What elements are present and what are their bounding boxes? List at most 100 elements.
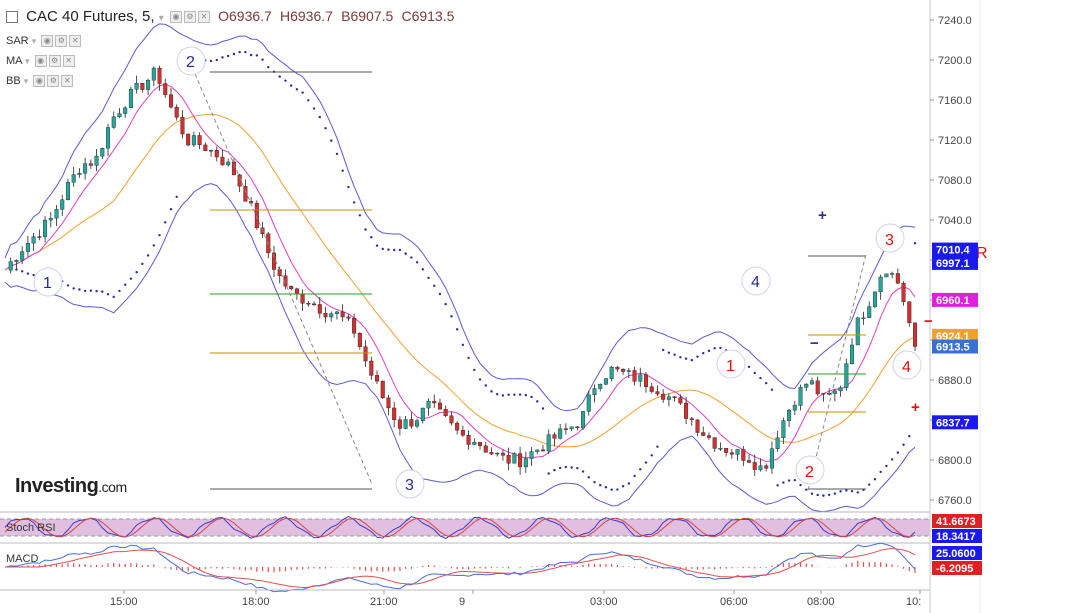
minus-mark: − — [810, 335, 819, 352]
candle-body — [655, 391, 660, 395]
indicator-bb[interactable]: BB ▾ ◉ ⚙ ✕ — [6, 75, 74, 88]
fib-trend-line — [194, 73, 373, 485]
chevron-down-icon[interactable]: ▾ — [24, 56, 30, 66]
candle-body — [769, 448, 774, 469]
eye-icon[interactable]: ◉ — [41, 35, 54, 48]
close-icon[interactable]: ✕ — [61, 75, 74, 88]
settings-icon[interactable]: ⚙ — [55, 35, 68, 48]
x-tick-label: 15:00 — [110, 596, 138, 608]
ohlc-close: C6913.5 — [401, 8, 455, 24]
eye-icon[interactable]: ◉ — [33, 75, 46, 88]
candle-body — [191, 135, 196, 146]
candle-body — [254, 202, 259, 229]
candle-body — [134, 83, 139, 90]
menu-icon[interactable] — [6, 11, 18, 24]
wave-label-red: 2 — [805, 464, 814, 481]
sar-dot — [330, 139, 333, 142]
chevron-down-icon[interactable]: ▾ — [23, 76, 29, 86]
candle-body — [25, 242, 30, 252]
candle-body — [88, 163, 93, 166]
candle-body — [518, 453, 523, 468]
candle-body — [20, 251, 25, 261]
sar-dot — [444, 302, 447, 306]
close-icon[interactable]: ✕ — [69, 35, 82, 48]
sar-dot — [868, 483, 871, 486]
wave-label-circle — [716, 349, 746, 379]
sar-dot — [215, 58, 218, 62]
stoch-rsi-band — [0, 519, 930, 536]
sar-dot — [278, 75, 281, 78]
candle-body — [437, 402, 442, 410]
sar-dot — [244, 50, 247, 54]
price-label-box — [932, 339, 978, 354]
candle-body — [506, 455, 511, 464]
candle-body — [460, 430, 465, 436]
sar-dot — [112, 295, 115, 299]
candle-body — [409, 419, 414, 427]
indicator-ma[interactable]: MA ▾ ◉ ⚙ ✕ — [6, 55, 75, 68]
sar-dot — [249, 53, 253, 57]
candle-body — [603, 378, 608, 385]
sar-dot — [633, 474, 636, 478]
sar-dot — [702, 352, 705, 355]
logo-main: Investing — [15, 475, 99, 497]
sar-dot — [238, 50, 241, 54]
sar-dot — [301, 91, 304, 94]
close-icon[interactable]: ✕ — [62, 55, 75, 68]
wave-label-blue: 4 — [751, 274, 760, 291]
indicator-sar[interactable]: SAR ▾ ◉ ⚙ ✕ — [6, 35, 82, 48]
candle-body — [701, 432, 706, 436]
stoch-rsi-value: 18.3417 — [936, 531, 976, 543]
candle-body — [243, 186, 248, 202]
wave-label-circle — [875, 223, 905, 253]
sar-dot — [95, 289, 98, 293]
sar-dot — [141, 262, 144, 266]
sar-dot — [667, 351, 671, 354]
price-label-box — [932, 255, 978, 270]
sar-dot — [576, 466, 579, 470]
candle-body — [809, 380, 814, 385]
candle-body — [100, 147, 105, 157]
sar-dot — [438, 292, 442, 296]
sar-dot — [507, 393, 510, 396]
sar-dot — [650, 454, 653, 457]
eye-icon[interactable]: ◉ — [169, 11, 182, 24]
candle-body — [426, 400, 431, 409]
candle-body — [146, 79, 151, 90]
sar-dot — [581, 470, 585, 473]
candle-body — [375, 375, 380, 382]
sar-dot — [358, 214, 362, 217]
eye-icon[interactable]: ◉ — [34, 55, 47, 68]
instrument-title[interactable]: CAC 40 Futures, 5, — [26, 8, 155, 25]
candle-body — [203, 144, 208, 152]
sar-dot — [524, 393, 528, 397]
chevron-down-icon[interactable]: ▾ — [158, 13, 164, 24]
sar-dot — [307, 99, 310, 102]
candle-body — [649, 386, 654, 392]
candle-body — [472, 441, 477, 445]
candle-body — [529, 451, 534, 459]
settings-icon[interactable]: ⚙ — [48, 55, 61, 68]
candle-body — [43, 219, 48, 238]
sar-dot — [661, 348, 665, 352]
stoch-rsi-value-box — [932, 514, 982, 528]
macd-value-box — [932, 546, 982, 560]
sar-dot — [20, 270, 24, 273]
y-tick-label: 6880.0 — [938, 375, 972, 387]
chevron-down-icon[interactable]: ▾ — [31, 36, 37, 46]
candle-body — [575, 426, 580, 429]
sar-dot — [496, 392, 499, 396]
y-tick-label: 7200.0 — [938, 55, 972, 67]
y-tick-label: 7080.0 — [938, 175, 972, 187]
settings-icon[interactable]: ⚙ — [183, 11, 196, 24]
settings-icon[interactable]: ⚙ — [47, 75, 60, 88]
wave-label-red: 1 — [726, 358, 735, 375]
candle-body — [83, 163, 88, 174]
candle-body — [31, 236, 36, 244]
candle-body — [632, 370, 637, 382]
sar-dot — [610, 488, 613, 491]
macd-value: 25.0600 — [936, 548, 976, 560]
sar-dot — [169, 207, 173, 211]
close-icon[interactable]: ✕ — [197, 11, 210, 24]
sar-dot — [341, 169, 344, 172]
